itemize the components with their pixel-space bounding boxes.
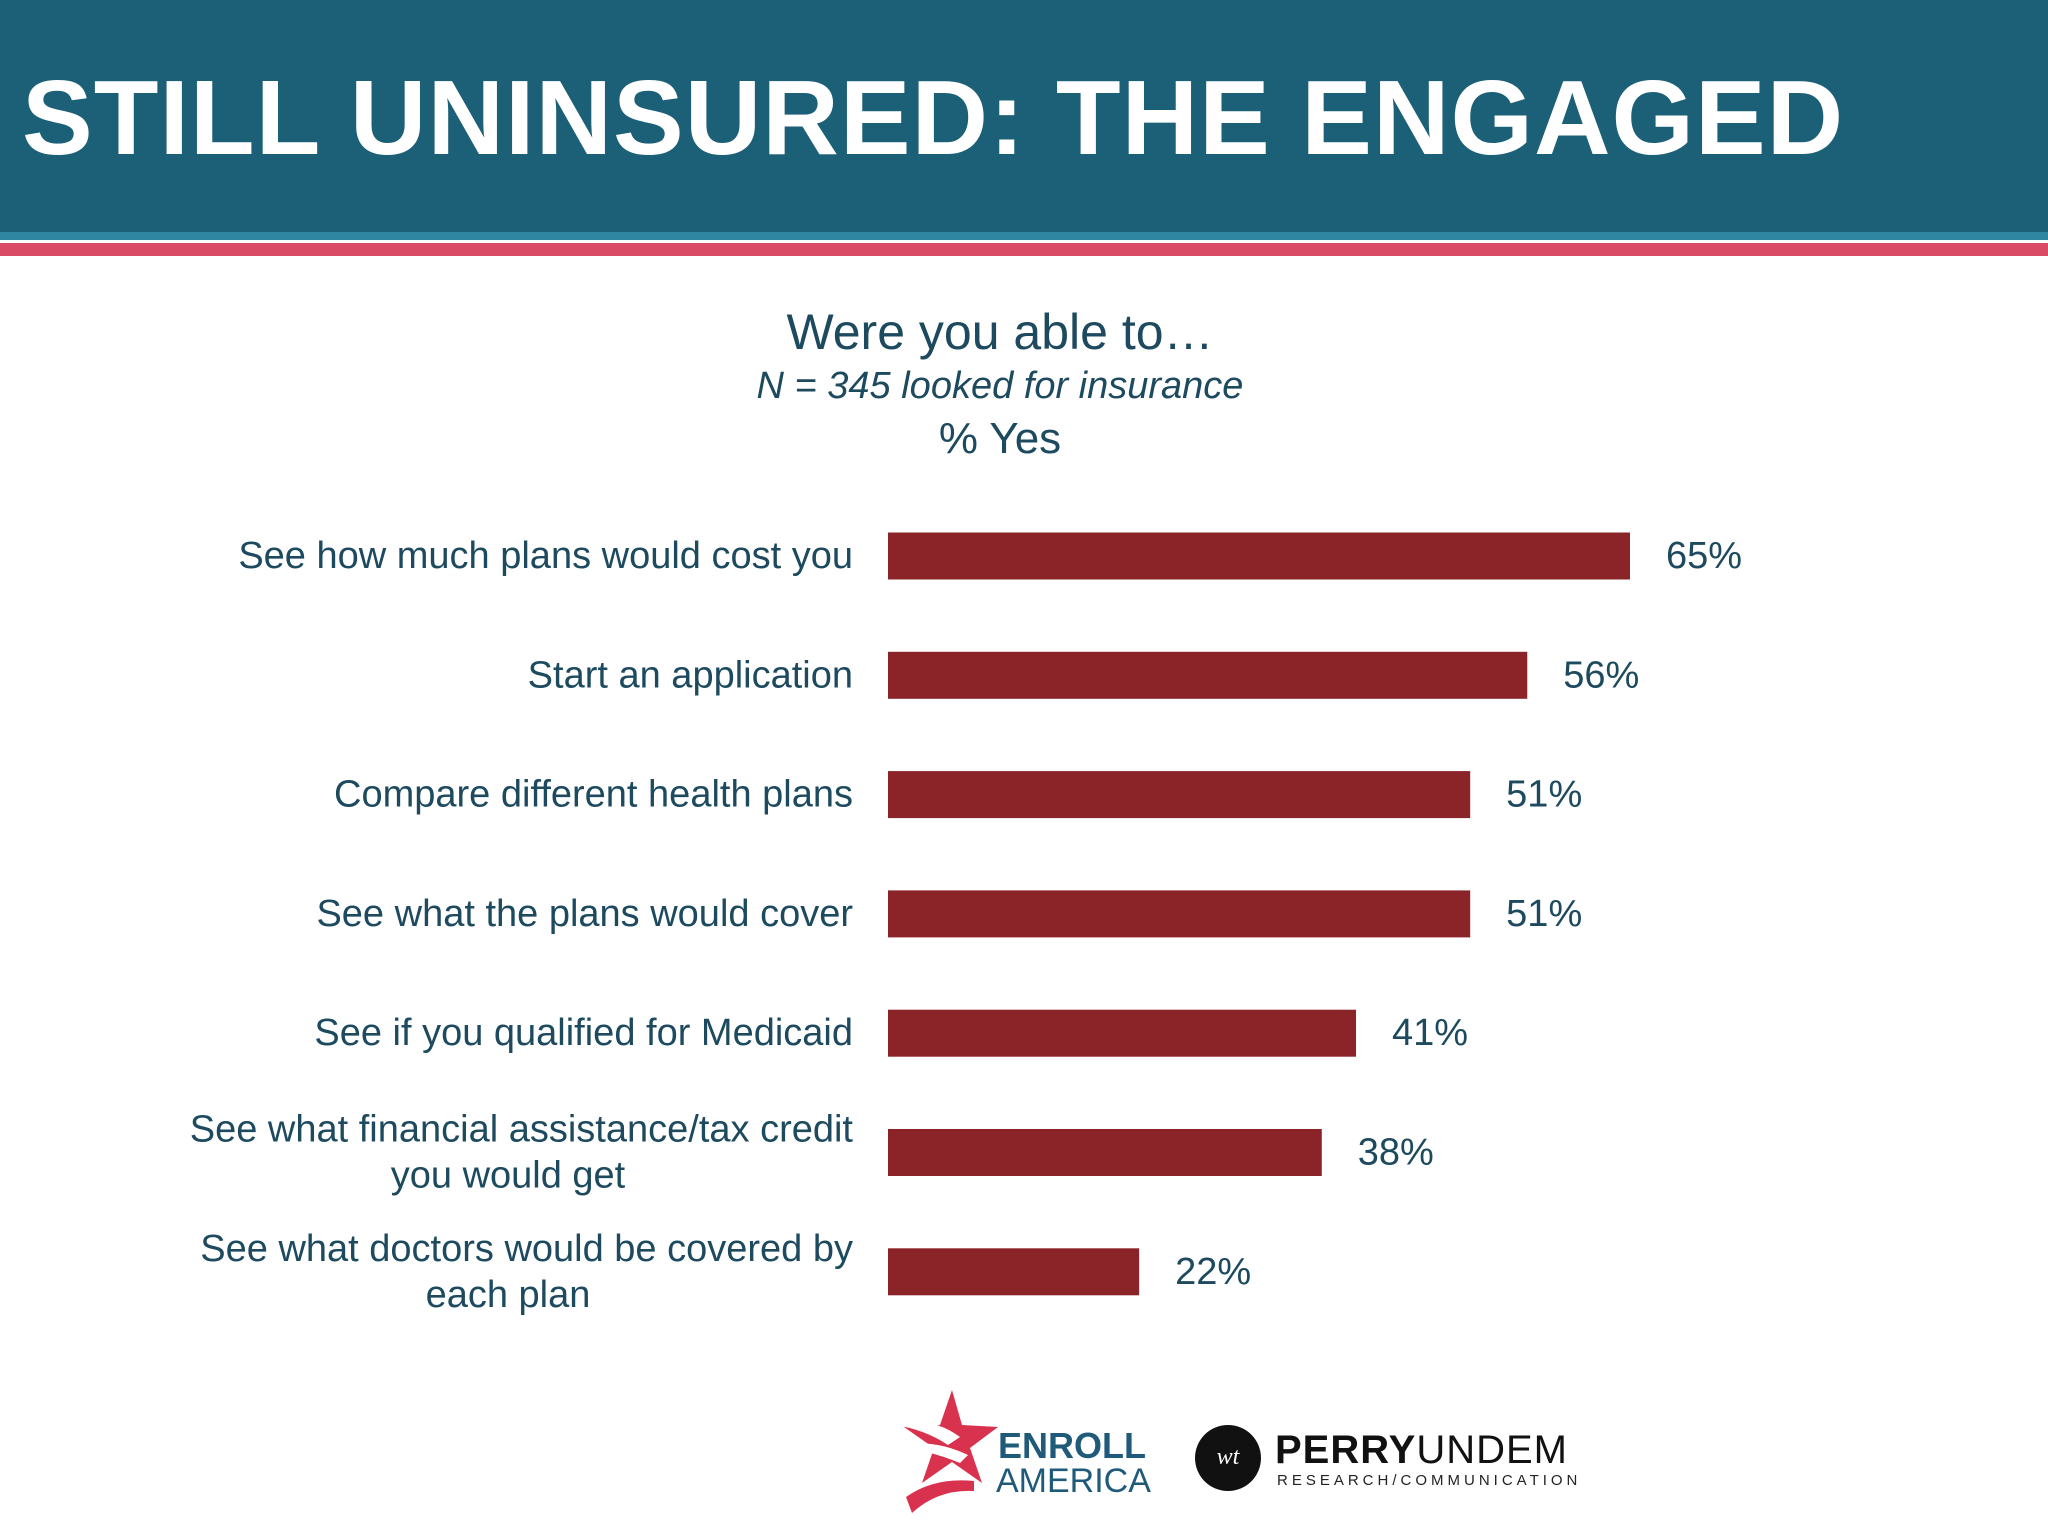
category-label: See what financial assistance/tax credit (190, 1109, 854, 1151)
bar-value-label: 51% (1506, 774, 1582, 816)
divider-stripe-red (0, 243, 2048, 256)
star-swoosh-icon (894, 1390, 998, 1513)
bar-value-label: 41% (1392, 1012, 1468, 1054)
enroll-logo-text-line1: ENROLL (998, 1425, 1146, 1466)
bar-value-label: 22% (1175, 1251, 1251, 1293)
enroll-logo-text-line2: AMERICA (996, 1462, 1151, 1500)
title-banner: STILL UNINSURED: THE ENGAGED (0, 0, 2048, 232)
bar (888, 890, 1471, 938)
bar (888, 1248, 1140, 1296)
bar (888, 1009, 1357, 1057)
bar (888, 771, 1471, 819)
bar (888, 532, 1630, 580)
perryundem-monogram: wt (1216, 1444, 1240, 1470)
divider-stripe-white (0, 240, 2048, 243)
perryundem-logo: wt PERRYUNDEM RESEARCH/COMMUNICATION (1195, 1420, 1645, 1500)
category-label: See how much plans would cost you (238, 535, 853, 577)
category-label: Compare different health plans (334, 774, 853, 816)
bar-value-label: 38% (1358, 1132, 1434, 1174)
perryundem-wordmark-part1: PERRY (1275, 1428, 1417, 1472)
enroll-america-logo: ENROLL AMERICA (890, 1385, 1170, 1520)
bar (888, 651, 1528, 699)
perryundem-wordmark-part2: UNDEM (1416, 1428, 1568, 1472)
category-label: you would get (391, 1155, 626, 1197)
category-label: each plan (426, 1274, 591, 1316)
category-label: Start an application (528, 654, 853, 696)
bar (888, 1129, 1322, 1176)
page-title: STILL UNINSURED: THE ENGAGED (22, 59, 1845, 177)
chart-subtitle: N = 345 looked for insurance (756, 365, 1244, 407)
category-label: See what doctors would be covered by (200, 1228, 853, 1270)
bar-value-label: 56% (1563, 654, 1639, 696)
perryundem-circle-icon (1195, 1425, 1261, 1491)
divider-stripe-teal (0, 232, 2048, 240)
bar-value-label: 51% (1506, 893, 1582, 935)
category-label: See what the plans would cover (316, 893, 853, 935)
perryundem-wordmark: PERRYUNDEM (1275, 1429, 1568, 1471)
bar-value-label: 65% (1666, 535, 1742, 577)
chart-title: Were you able to… (786, 304, 1214, 360)
category-label: See if you qualified for Medicaid (314, 1012, 853, 1054)
chart-measure-label: % Yes (938, 414, 1062, 463)
perryundem-tagline: RESEARCH/COMMUNICATION (1277, 1472, 1582, 1489)
